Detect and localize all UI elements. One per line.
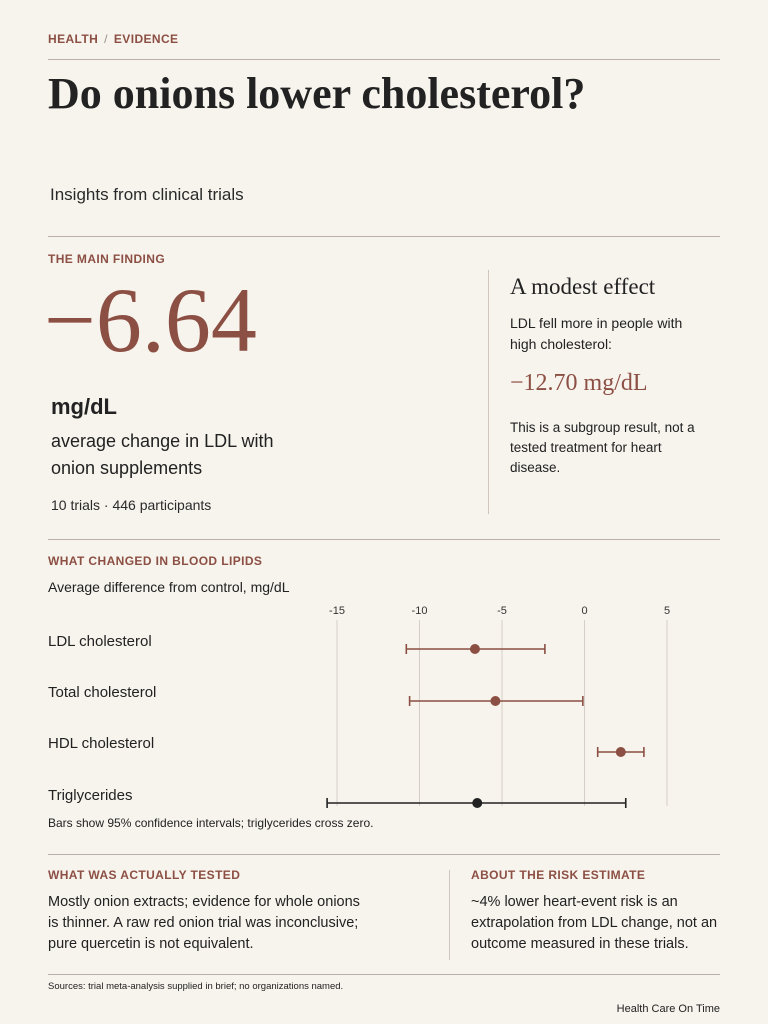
main-finding-value: −6.64: [44, 269, 257, 371]
breadcrumb-subsection[interactable]: EVIDENCE: [113, 32, 179, 46]
row-label: Total cholesterol: [48, 684, 156, 701]
main-finding-unit: mg/dL: [51, 394, 117, 419]
breadcrumb-separator: /: [104, 32, 108, 46]
breadcrumb: HEALTH / EVIDENCE: [48, 32, 178, 46]
side-panel-note: This is a subgroup result, not a tested …: [510, 420, 695, 475]
breadcrumb-section[interactable]: HEALTH: [48, 32, 99, 46]
row-label: Triglycerides: [48, 787, 132, 804]
point-estimate: [490, 696, 501, 706]
chart-note: Bars show 95% confidence intervals; trig…: [48, 816, 374, 830]
page-title: Do onions lower cholesterol?: [48, 69, 586, 118]
tested-kicker: WHAT WAS ACTUALLY TESTED: [48, 868, 241, 882]
publisher-name[interactable]: Health Care On Time: [616, 1003, 720, 1015]
tick-label: 5: [664, 605, 670, 617]
lipids-subtitle: Average difference from control, mg/dL: [48, 579, 290, 595]
section-divider: [48, 236, 720, 237]
lipids-kicker: WHAT CHANGED IN BLOOD LIPIDS: [48, 554, 263, 568]
risk-kicker: ABOUT THE RISK ESTIMATE: [471, 868, 646, 882]
tested-text: Mostly onion extracts; evidence for whol…: [48, 894, 360, 952]
row-label: LDL cholesterol: [48, 633, 152, 650]
row-label: HDL cholesterol: [48, 735, 154, 752]
point-estimate: [615, 747, 626, 757]
forest-plot: -15 -10 -5 0 5 LDL cholesterol Total cholester…: [48, 605, 670, 808]
side-panel-value: −12.70 mg/dL: [510, 370, 648, 396]
point-estimate: [472, 798, 483, 808]
point-estimate: [469, 644, 480, 654]
risk-text: ~4% lower heart-event risk is an extrapo…: [471, 894, 718, 952]
tick-label: -10: [412, 605, 428, 617]
header-divider: [48, 59, 720, 60]
section-divider: [48, 854, 720, 855]
main-finding-meta: 10 trials · 446 participants: [51, 497, 212, 513]
tick-label: -5: [497, 605, 507, 617]
side-panel-text: LDL fell more in people with high choles…: [510, 315, 683, 352]
section-divider: [48, 539, 720, 540]
column-divider: [488, 270, 489, 514]
main-finding-kicker: THE MAIN FINDING: [48, 252, 166, 266]
page-subtitle: Insights from clinical trials: [50, 185, 244, 204]
tick-label: 0: [581, 605, 587, 617]
side-panel-heading: A modest effect: [510, 274, 656, 299]
sources-note: Sources: trial meta-analysis supplied in…: [48, 981, 344, 992]
main-finding-description: average change in LDL with onion supplem…: [51, 431, 274, 478]
footer-divider: [48, 974, 720, 975]
tick-label: -15: [329, 605, 345, 617]
column-divider: [449, 870, 450, 960]
